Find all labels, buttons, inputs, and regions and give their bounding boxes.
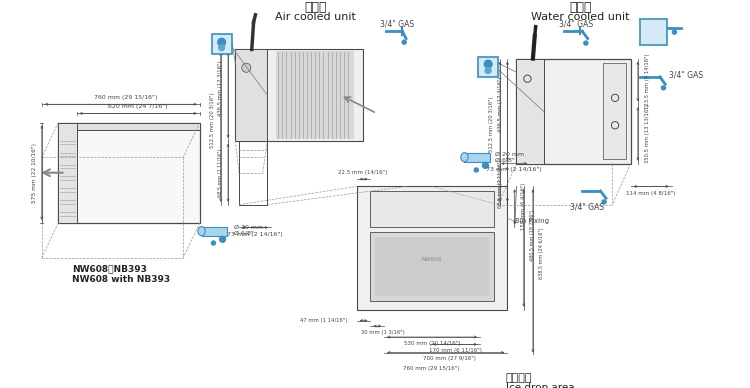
- Text: 512.5 mm (20 3/16"): 512.5 mm (20 3/16"): [489, 97, 494, 152]
- Text: 575 mm (22 10/16"): 575 mm (22 10/16"): [32, 143, 37, 203]
- Bar: [478, 57, 498, 77]
- Text: NW608配NB393: NW608配NB393: [72, 264, 147, 273]
- Text: 170 mm (6 11/16"): 170 mm (6 11/16"): [429, 348, 482, 353]
- Bar: [236, 50, 363, 141]
- Bar: [58, 123, 200, 130]
- Circle shape: [211, 240, 216, 246]
- Text: 68.5 mm (2 11/16"): 68.5 mm (2 11/16"): [218, 149, 223, 197]
- Circle shape: [484, 67, 492, 74]
- Text: 638.5 mm (24 6/16"): 638.5 mm (24 6/16"): [538, 227, 544, 279]
- Circle shape: [672, 29, 677, 35]
- Circle shape: [661, 85, 666, 90]
- Text: Air cooled unit: Air cooled unit: [275, 12, 356, 22]
- Text: 530 mm (20 14/16"): 530 mm (20 14/16"): [404, 341, 460, 346]
- Text: Ø 20 mm
Ø 6/8": Ø 20 mm Ø 6/8": [233, 225, 262, 236]
- Text: 3/4" GAS: 3/4" GAS: [669, 71, 703, 80]
- Text: 68.5 mm (2 11/16"): 68.5 mm (2 11/16"): [497, 160, 502, 208]
- Text: Bin Fixing: Bin Fixing: [514, 218, 549, 224]
- Text: 620 mm (24 7/16"): 620 mm (24 7/16"): [108, 104, 168, 109]
- Text: 3/4" GAS: 3/4" GAS: [570, 203, 604, 212]
- Text: 760 mm (29 15/16"): 760 mm (29 15/16"): [404, 365, 460, 371]
- Text: 158 mm (6 4/16"): 158 mm (6 4/16"): [521, 183, 526, 230]
- Circle shape: [473, 167, 479, 173]
- Text: 436.5 mm (17 3/16"): 436.5 mm (17 3/16"): [218, 60, 223, 116]
- Text: 水冷式: 水冷式: [569, 1, 592, 14]
- Text: 512.5 mm (20 3/16"): 512.5 mm (20 3/16"): [210, 92, 215, 147]
- Text: 73 mm (2 14/16"): 73 mm (2 14/16"): [226, 232, 283, 237]
- Circle shape: [218, 44, 225, 51]
- Text: 风冷式: 风冷式: [304, 1, 327, 14]
- Circle shape: [482, 162, 489, 169]
- Circle shape: [217, 38, 226, 47]
- Bar: [370, 232, 494, 301]
- Text: 3/4" GAS: 3/4" GAS: [380, 19, 414, 28]
- Text: 480.5 mm (18 2/16"): 480.5 mm (18 2/16"): [530, 209, 535, 260]
- Text: NW608: NW608: [422, 257, 442, 262]
- Circle shape: [583, 40, 589, 46]
- Text: NW608 with NB393: NW608 with NB393: [72, 275, 170, 284]
- Bar: [603, 63, 626, 159]
- Text: 350.5 mm (13 13/16"): 350.5 mm (13 13/16"): [644, 104, 650, 163]
- Text: 760 mm (29 15/16"): 760 mm (29 15/16"): [94, 95, 157, 100]
- Text: 落冰区域: 落冰区域: [506, 373, 532, 383]
- Bar: [277, 51, 354, 139]
- Bar: [375, 237, 489, 296]
- Text: 123.5 mm (4 14/16"): 123.5 mm (4 14/16"): [644, 54, 650, 109]
- Text: Ice drop area: Ice drop area: [506, 383, 574, 388]
- Bar: [236, 50, 267, 141]
- Bar: [640, 19, 667, 45]
- Text: 30 mm (1 3/16"): 30 mm (1 3/16"): [362, 330, 405, 335]
- Bar: [370, 191, 494, 227]
- Circle shape: [401, 40, 407, 45]
- Bar: [211, 34, 232, 54]
- Circle shape: [484, 59, 493, 69]
- Bar: [464, 152, 490, 162]
- Bar: [517, 59, 544, 164]
- Circle shape: [602, 199, 607, 204]
- Text: 47 mm (1 14/16"): 47 mm (1 14/16"): [300, 318, 347, 323]
- Ellipse shape: [198, 227, 206, 236]
- Ellipse shape: [460, 152, 468, 162]
- Text: 3/4" GAS: 3/4" GAS: [560, 19, 593, 28]
- Bar: [58, 123, 200, 223]
- Text: Ø 20 mm
Ø 6/8": Ø 20 mm Ø 6/8": [494, 152, 524, 163]
- Bar: [58, 123, 76, 223]
- Text: 436.5 mm (17 3/16"): 436.5 mm (17 3/16"): [497, 76, 502, 132]
- Text: 700 mm (27 9/16"): 700 mm (27 9/16"): [424, 357, 476, 362]
- Text: Water cooled unit: Water cooled unit: [531, 12, 630, 22]
- Circle shape: [242, 63, 250, 72]
- Text: 73 mm (2 14/16"): 73 mm (2 14/16"): [486, 168, 542, 173]
- Text: 22.5 mm (14/16"): 22.5 mm (14/16"): [338, 170, 388, 175]
- Text: 114 mm (4 8/16"): 114 mm (4 8/16"): [626, 191, 675, 196]
- Bar: [202, 227, 227, 236]
- Bar: [517, 59, 631, 164]
- Circle shape: [219, 236, 226, 243]
- Bar: [357, 186, 507, 310]
